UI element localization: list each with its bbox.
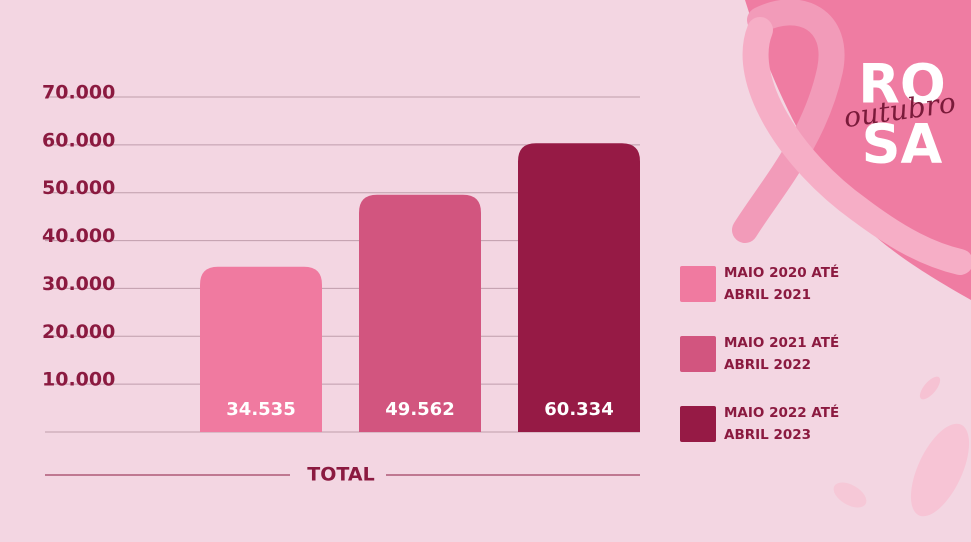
legend-swatch — [680, 336, 716, 372]
x-axis-label: TOTAL — [307, 464, 374, 486]
badge-text: SA — [862, 113, 943, 176]
petal — [919, 376, 941, 400]
legend-item: MAIO 2021 ATÉ ABRIL 2022 — [680, 335, 864, 373]
badge-background — [745, 0, 971, 300]
bar — [200, 266, 322, 432]
petal — [910, 423, 970, 517]
y-tick-label: 20.000 — [42, 321, 115, 343]
y-tick-label: 40.000 — [42, 225, 115, 247]
y-tick-label: 60.000 — [42, 129, 115, 151]
ribbon — [732, 0, 845, 243]
legend-item: MAIO 2020 ATÉ ABRIL 2021 — [680, 265, 864, 303]
legend-item: MAIO 2022 ATÉ ABRIL 2023 — [680, 405, 864, 443]
legend-label: MAIO 2021 ATÉ ABRIL 2022 — [724, 335, 840, 373]
y-tick-label: 10.000 — [42, 369, 115, 391]
value-label: 34.535 — [226, 399, 295, 420]
value-label: 60.334 — [544, 399, 613, 420]
bar — [518, 143, 640, 432]
ribbon — [742, 17, 971, 275]
legend-label: MAIO 2022 ATÉ ABRIL 2023 — [724, 405, 840, 443]
legend-swatch — [680, 266, 716, 302]
y-tick-label: 30.000 — [42, 273, 115, 295]
y-tick-label: 50.000 — [42, 177, 115, 199]
petal — [833, 482, 867, 508]
badge-text: RO — [858, 53, 946, 116]
y-tick-label: 70.000 — [42, 82, 115, 104]
bar — [359, 194, 481, 432]
legend-swatch — [680, 406, 716, 442]
value-label: 49.562 — [385, 399, 454, 420]
legend-label: MAIO 2020 ATÉ ABRIL 2021 — [724, 265, 840, 303]
